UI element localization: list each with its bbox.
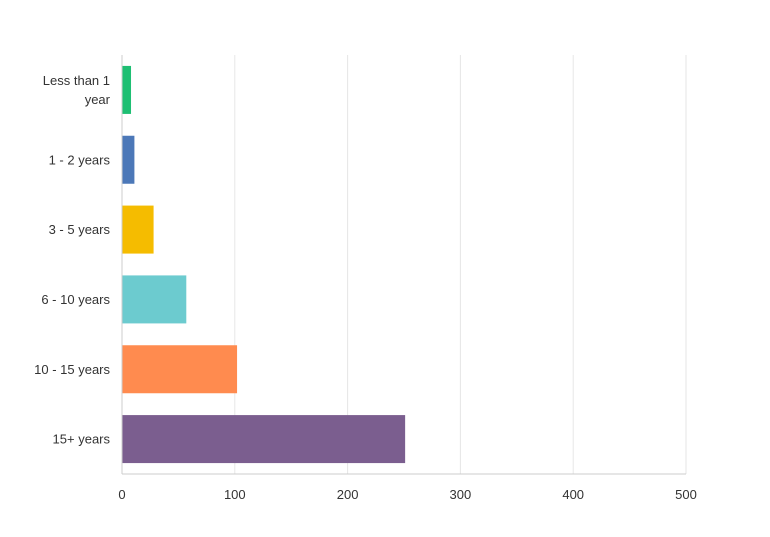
bar-3-5-years	[122, 205, 154, 254]
category-label-less-than-1-year: Less than 1 year	[43, 73, 111, 107]
category-label-6-10-years: 6 - 10 years	[41, 292, 110, 307]
category-label-3-5-years: 3 - 5 years	[49, 222, 111, 237]
bar-10-15-years	[122, 345, 238, 394]
category-label-10-15-years: 10 - 15 years	[34, 362, 110, 377]
bar-1-2-years	[122, 135, 135, 184]
category-label-1-2-years: 1 - 2 years	[49, 152, 111, 167]
category-labels: Less than 1 year 1 - 2 years 3 - 5 years 6 -…	[34, 73, 111, 447]
bar-less-than-1-year	[122, 65, 132, 114]
category-label-15-years: 15+ years	[53, 432, 111, 447]
x-tick-labels: 0 100 200 300 400 500	[118, 487, 696, 502]
x-tick-label-100: 100	[224, 487, 246, 502]
gridlines	[234, 55, 687, 474]
x-tick-label-0: 0	[118, 487, 125, 502]
x-tick-label-300: 300	[450, 487, 472, 502]
x-tick-label-400: 400	[562, 487, 584, 502]
axes	[121, 55, 686, 475]
bars	[122, 65, 406, 464]
bar-15-years	[122, 415, 406, 464]
x-tick-label-200: 200	[337, 487, 359, 502]
x-tick-label-500: 500	[675, 487, 697, 502]
bar-6-10-years	[122, 275, 187, 324]
